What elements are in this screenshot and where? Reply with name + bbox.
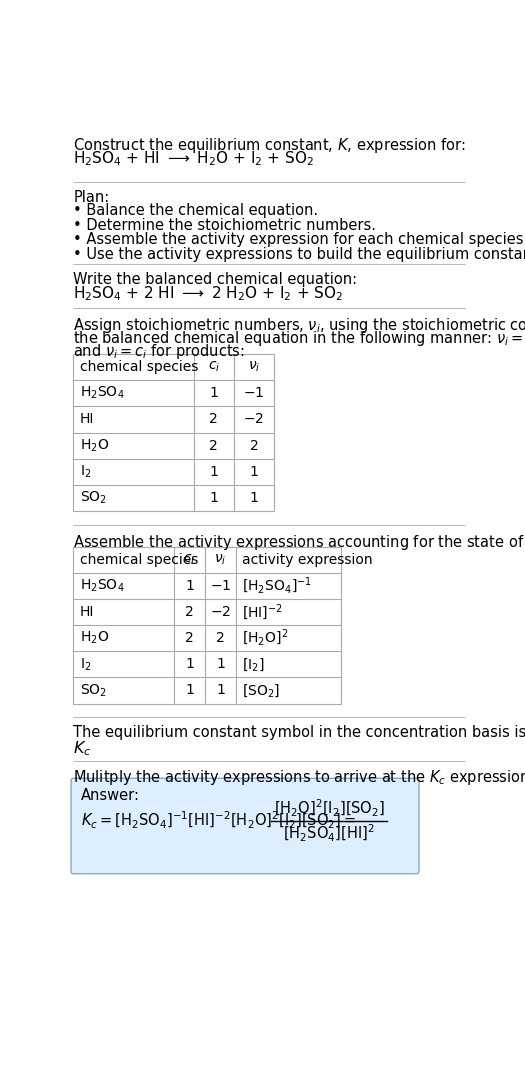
Text: 1: 1 [185,657,194,671]
Text: 1: 1 [249,464,258,478]
Text: • Assemble the activity expression for each chemical species.: • Assemble the activity expression for e… [74,232,525,247]
Text: $c_i$: $c_i$ [207,360,220,374]
Text: $K_c = [\mathrm{H_2SO_4}]^{-1} [\mathrm{HI}]^{-2} [\mathrm{H_2O}]^{2} [\mathrm{I: $K_c = [\mathrm{H_2SO_4}]^{-1} [\mathrm{… [81,810,356,831]
Text: $c_i$: $c_i$ [183,552,196,567]
Text: $-1$: $-1$ [210,579,231,593]
Text: 2: 2 [185,605,194,618]
Text: 1: 1 [209,464,218,478]
Text: $\mathrm{I_2}$: $\mathrm{I_2}$ [80,463,91,480]
Text: • Determine the stoichiometric numbers.: • Determine the stoichiometric numbers. [74,217,376,232]
Text: 2: 2 [209,439,218,453]
Text: $\mathrm{H_2O}$: $\mathrm{H_2O}$ [80,630,109,646]
Text: 1: 1 [185,579,194,593]
Text: and $\nu_i = c_i$ for products:: and $\nu_i = c_i$ for products: [74,341,245,361]
Text: 1: 1 [185,684,194,698]
Text: 1: 1 [209,386,218,400]
Bar [74,547,341,704]
Bar [74,354,274,511]
Text: chemical species: chemical species [80,361,198,374]
Text: Assemble the activity expressions accounting for the state of matter and $\nu_i$: Assemble the activity expressions accoun… [74,533,525,552]
Text: chemical species: chemical species [80,552,198,567]
Text: $-1$: $-1$ [243,386,265,400]
FancyBboxPatch shape [71,778,419,874]
Text: Assign stoichiometric numbers, $\nu_i$, using the stoichiometric coefficients, $: Assign stoichiometric numbers, $\nu_i$, … [74,316,525,335]
Text: activity expression: activity expression [243,552,373,567]
Text: 2: 2 [209,412,218,427]
Text: HI: HI [80,605,94,618]
Text: The equilibrium constant symbol in the concentration basis is:: The equilibrium constant symbol in the c… [74,725,525,740]
Text: $\mathrm{H_2SO_4}$ + 2 HI $\longrightarrow$ 2 $\mathrm{H_2O}$ + $\mathrm{I_2}$ +: $\mathrm{H_2SO_4}$ + 2 HI $\longrightarr… [74,285,343,304]
Text: 2: 2 [216,631,225,645]
Text: $\nu_i$: $\nu_i$ [248,360,260,374]
Text: 2: 2 [249,439,258,453]
Text: $\mathrm{I_2}$: $\mathrm{I_2}$ [80,656,91,673]
Text: $\nu_i$: $\nu_i$ [214,552,227,567]
Text: $[\mathrm{H_2O}]^{2} [\mathrm{I_2}] [\mathrm{SO_2}]$: $[\mathrm{H_2O}]^{2} [\mathrm{I_2}] [\ma… [274,798,385,819]
Text: $\mathrm{H_2SO_4}$: $\mathrm{H_2SO_4}$ [80,578,124,594]
Text: • Use the activity expressions to build the equilibrium constant expression.: • Use the activity expressions to build … [74,247,525,262]
Text: the balanced chemical equation in the following manner: $\nu_i = -c_i$ for react: the balanced chemical equation in the fo… [74,328,525,348]
Text: Plan:: Plan: [74,190,110,205]
Text: $\mathrm{H_2SO_4}$: $\mathrm{H_2SO_4}$ [80,385,124,401]
Text: $K_c$: $K_c$ [74,739,92,758]
Text: $[\mathrm{HI}]^{-2}$: $[\mathrm{HI}]^{-2}$ [243,602,283,622]
Text: 2: 2 [185,631,194,645]
Text: Write the balanced chemical equation:: Write the balanced chemical equation: [74,272,358,287]
Text: Mulitply the activity expressions to arrive at the $K_c$ expression:: Mulitply the activity expressions to arr… [74,768,525,788]
Text: 1: 1 [249,491,258,505]
Text: $\mathrm{H_2SO_4}$ + HI $\longrightarrow$ $\mathrm{H_2O}$ + $\mathrm{I_2}$ + $\m: $\mathrm{H_2SO_4}$ + HI $\longrightarrow… [74,149,314,168]
Text: $[\mathrm{H_2SO_4}] [\mathrm{HI}]^{2}$: $[\mathrm{H_2SO_4}] [\mathrm{HI}]^{2}$ [284,823,375,843]
Text: $[\mathrm{SO_2}]$: $[\mathrm{SO_2}]$ [243,682,280,699]
Text: $\mathrm{SO_2}$: $\mathrm{SO_2}$ [80,683,107,699]
Text: Construct the equilibrium constant, $K$, expression for:: Construct the equilibrium constant, $K$,… [74,136,466,155]
Text: 1: 1 [209,491,218,505]
Text: $[\mathrm{H_2SO_4}]^{-1}$: $[\mathrm{H_2SO_4}]^{-1}$ [243,576,312,596]
Text: $[\mathrm{H_2O}]^{2}$: $[\mathrm{H_2O}]^{2}$ [243,628,289,648]
Text: Answer:: Answer: [81,789,140,804]
Text: $-2$: $-2$ [210,605,231,618]
Text: $\mathrm{SO_2}$: $\mathrm{SO_2}$ [80,490,107,506]
Text: 1: 1 [216,684,225,698]
Text: 1: 1 [216,657,225,671]
Text: • Balance the chemical equation.: • Balance the chemical equation. [74,203,319,218]
Text: $-2$: $-2$ [244,412,265,427]
Text: $\mathrm{H_2O}$: $\mathrm{H_2O}$ [80,438,109,454]
Text: HI: HI [80,412,94,427]
Text: $[\mathrm{I_2}]$: $[\mathrm{I_2}]$ [243,656,265,673]
